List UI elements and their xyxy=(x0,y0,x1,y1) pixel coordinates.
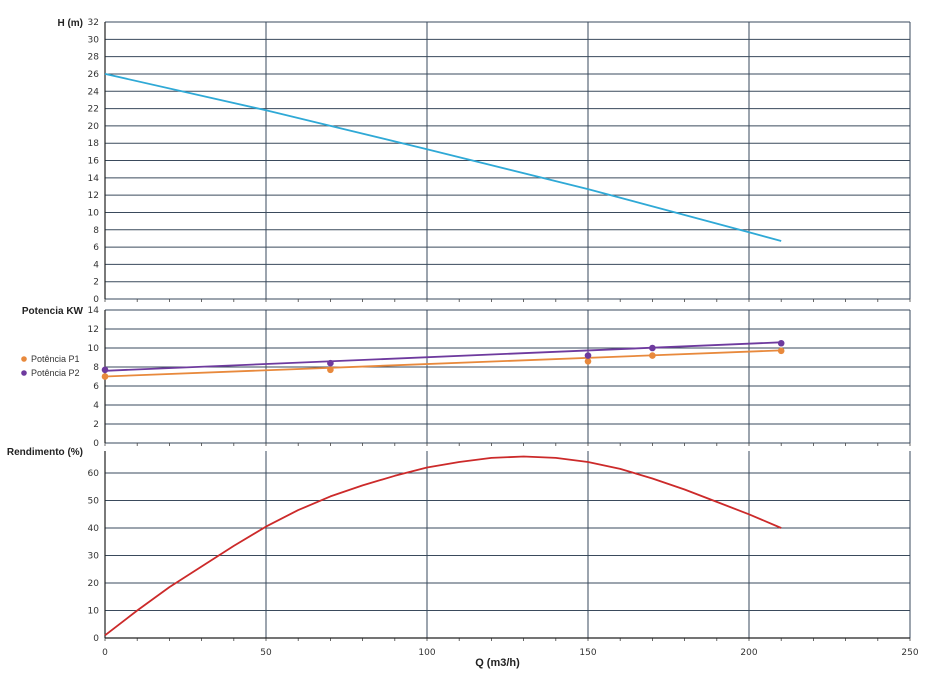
power-y-tick-label: 0 xyxy=(93,439,99,449)
x-tick-label: 250 xyxy=(901,648,918,658)
head-y-tick-label: 32 xyxy=(88,18,99,28)
head-y-tick-label: 8 xyxy=(93,226,99,236)
head-y-tick-label: 26 xyxy=(88,70,100,80)
head-y-tick-label: 4 xyxy=(93,260,99,270)
x-tick-label: 100 xyxy=(418,648,435,658)
power-data-point-0 xyxy=(649,352,656,359)
power-data-point-1 xyxy=(101,366,109,374)
x-tick-label: 0 xyxy=(102,648,108,658)
eff-y-tick-label: 50 xyxy=(88,497,100,507)
legend-label-1: Potência P2 xyxy=(31,368,80,378)
power-panel: 0 2 4 6 8 10 12 14 Potencia KW Potência P1 Potênci… xyxy=(21,306,911,449)
eff-y-tick-label: 20 xyxy=(88,579,100,589)
power-data-point-0 xyxy=(101,373,109,380)
x-tick-label: 200 xyxy=(740,648,757,658)
efficiency-panel: 0 10 20 30 40 50 60 Rendimento (%) 0 50 100 150 200 2… xyxy=(7,447,919,669)
power-y-tick-label: 8 xyxy=(93,363,99,373)
head-y-tick-label: 2 xyxy=(93,278,99,288)
power-trend-line-1 xyxy=(104,341,782,372)
head-y-tick-label: 14 xyxy=(88,174,100,184)
power-y-tick-label: 14 xyxy=(88,306,100,316)
power-y-tick-label: 10 xyxy=(88,344,100,354)
head-y-tick-label: 24 xyxy=(88,87,100,97)
head-y-tick-label: 10 xyxy=(88,208,100,218)
power-data-point-1 xyxy=(327,359,334,367)
power-y-tick-label: 6 xyxy=(93,382,99,392)
power-data-point-0 xyxy=(327,366,334,374)
power-data-point-1 xyxy=(584,352,592,359)
head-y-tick-label: 16 xyxy=(88,157,100,167)
x-axis-label: Q (m3/h) xyxy=(475,657,520,669)
head-y-tick-label: 6 xyxy=(93,243,99,253)
power-data-point-0 xyxy=(584,358,592,365)
power-y-tick-label: 2 xyxy=(93,420,99,430)
x-tick-label: 50 xyxy=(260,648,272,658)
eff-y-tick-label: 40 xyxy=(88,524,100,534)
eff-y-tick-label: 30 xyxy=(88,552,100,562)
power-y-tick-label: 4 xyxy=(93,401,99,411)
x-tick-label: 150 xyxy=(579,648,596,658)
head-y-tick-label: 0 xyxy=(93,295,99,305)
power-y-axis-label: Potencia KW xyxy=(22,306,84,317)
power-y-tick-label: 12 xyxy=(88,325,99,335)
eff-y-tick-label: 0 xyxy=(93,634,99,644)
power-data-point-0 xyxy=(777,347,785,355)
head-y-axis-label: H (m) xyxy=(57,18,83,29)
power-trend-line-0 xyxy=(104,349,782,378)
head-y-tick-label: 22 xyxy=(88,105,99,115)
legend-marker-0 xyxy=(21,356,27,362)
head-y-tick-label: 18 xyxy=(88,139,100,149)
eff-series-line xyxy=(104,455,782,637)
eff-y-tick-label: 60 xyxy=(88,469,100,479)
head-y-tick-label: 12 xyxy=(88,191,99,201)
legend-label-0: Potência P1 xyxy=(31,354,80,364)
head-y-tick-label: 28 xyxy=(88,53,100,63)
head-y-tick-label: 20 xyxy=(88,122,100,132)
eff-y-tick-label: 10 xyxy=(88,607,100,617)
legend-marker-1 xyxy=(21,370,27,376)
power-data-point-1 xyxy=(777,339,785,347)
eff-y-axis-label: Rendimento (%) xyxy=(7,447,83,458)
power-data-point-1 xyxy=(649,344,656,352)
head-series-line xyxy=(104,73,782,242)
head-y-tick-label: 30 xyxy=(88,35,100,45)
